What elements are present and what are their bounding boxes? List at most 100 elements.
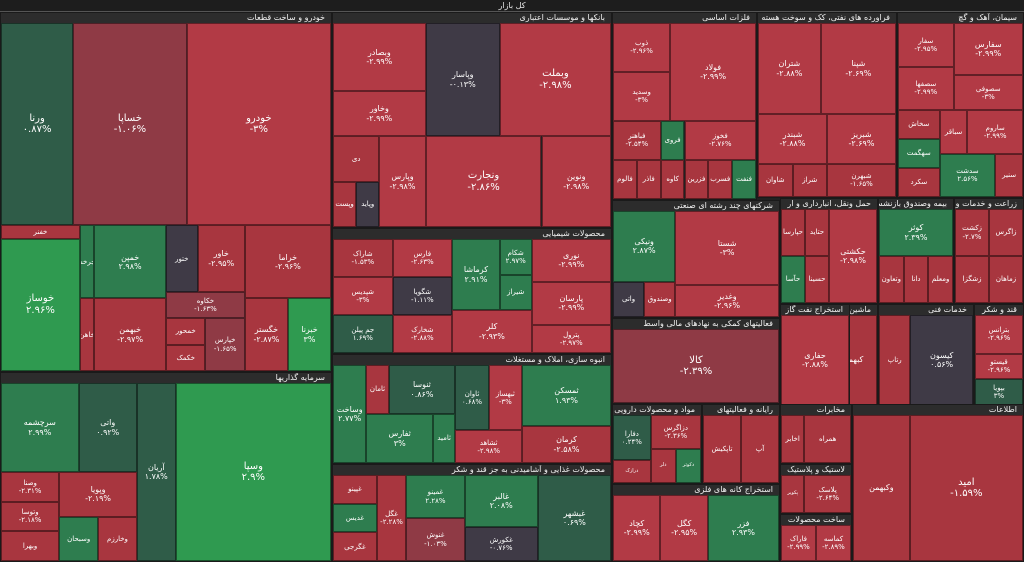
stock-tile[interactable]: زماهان	[989, 256, 1023, 303]
stock-tile[interactable]: دی	[333, 136, 380, 182]
stock-tile[interactable]: دلر	[650, 449, 676, 483]
stock-tile[interactable]: فخوز -۲.۷۶%	[684, 120, 756, 160]
stock-tile[interactable]: ثاوان ۰.۶۸%	[455, 365, 489, 431]
stock-tile[interactable]: حپارسا	[781, 209, 805, 256]
stock-tile[interactable]: فاذر	[636, 159, 661, 199]
stock-tile[interactable]: شبریز -۲.۶۹%	[827, 114, 896, 164]
stock-tile[interactable]: غبشهر ۰.۶۹%	[537, 475, 611, 561]
stock-tile[interactable]: نوری -۲.۹۹%	[531, 239, 611, 282]
stock-tile[interactable]: پارسان -۲.۹۹%	[531, 281, 611, 325]
stock-tile[interactable]: وخاور -۲.۹۹%	[333, 91, 426, 137]
stock-tile[interactable]: درازک	[613, 460, 651, 483]
stock-tile[interactable]: وصندوق	[644, 281, 676, 317]
stock-tile[interactable]: غپینو	[333, 475, 377, 504]
stock-tile[interactable]: شتران -۲.۸۸%	[758, 23, 821, 115]
stock-tile[interactable]: سفارس -۲.۹۹%	[953, 23, 1023, 76]
stock-tile[interactable]: فولاد -۲.۹۹%	[670, 23, 756, 121]
stock-tile[interactable]: زاگرس	[989, 209, 1023, 256]
stock-tile[interactable]: وخارزم	[98, 516, 137, 561]
stock-tile[interactable]: خمپن ۲.۹۸%	[94, 225, 166, 299]
stock-tile[interactable]: خکمک	[166, 344, 206, 371]
stock-tile[interactable]: دفارا ۰.۲۴%	[613, 415, 651, 461]
stock-tile[interactable]: فزر ۲.۹۳%	[707, 495, 779, 561]
stock-tile[interactable]: زکشت -۲.۷%	[955, 209, 989, 256]
stock-tile[interactable]: ختور	[166, 225, 198, 292]
stock-tile[interactable]: غالبر ۲.۰۸%	[464, 475, 538, 527]
stock-tile[interactable]: حفاری -۲.۸۸%	[781, 315, 849, 405]
stock-tile[interactable]: شراز	[792, 163, 827, 197]
stock-tile[interactable]: غگل -۲.۲۸%	[376, 475, 407, 561]
stock-tile[interactable]: واتی ۰.۹۲%	[78, 383, 137, 472]
stock-tile[interactable]: بپویا ۳%	[975, 379, 1023, 405]
stock-tile[interactable]: شخارک -۲.۸۸%	[392, 315, 453, 353]
stock-tile[interactable]: کرماشا ۲.۹۱%	[452, 239, 500, 311]
stock-tile[interactable]: سباقر	[939, 110, 968, 154]
stock-tile[interactable]: کچاد -۲.۹۹%	[613, 495, 661, 561]
stock-tile[interactable]: وصنا -۲.۳۱%	[1, 472, 60, 502]
stock-tile[interactable]: خچرخش	[79, 225, 95, 299]
stock-tile[interactable]: پترول -۲.۹۷%	[531, 324, 611, 353]
stock-tile[interactable]: ذوب -۲.۹۶%	[613, 23, 671, 72]
stock-tile[interactable]: واتی	[613, 281, 645, 317]
stock-tile[interactable]: وساخت ۲.۷۷%	[333, 365, 367, 463]
stock-tile[interactable]: کیسون ۰.۵۶%	[910, 315, 973, 405]
stock-tile[interactable]: سخاش	[898, 110, 940, 139]
stock-tile[interactable]: ونجارت -۲.۸۶%	[425, 136, 542, 227]
stock-tile[interactable]: جم پیلن ۱.۶۹%	[333, 315, 393, 353]
stock-tile[interactable]: فارس -۲.۶۳%	[392, 239, 453, 277]
stock-tile[interactable]: سدشت ۲.۵۶%	[939, 153, 996, 197]
stock-tile[interactable]: خبهمن -۲.۹۷%	[94, 298, 166, 371]
stock-tile[interactable]: خاهن	[79, 298, 95, 371]
stock-tile[interactable]: امید -۱.۵۹%	[909, 415, 1023, 561]
stock-tile[interactable]: غنوش -۱.۰۳%	[406, 518, 465, 561]
stock-tile[interactable]: وپارس -۲.۹۸%	[379, 136, 426, 227]
stock-tile[interactable]: حکشتی -۲.۹۸%	[829, 209, 877, 303]
stock-tile[interactable]: زشگزا	[955, 256, 989, 303]
stock-tile[interactable]: ثبهساز -۳%	[488, 365, 523, 431]
stock-tile[interactable]: وپاسار -۰.۱۳%	[425, 23, 500, 137]
stock-tile[interactable]: کگل -۲.۹۵%	[660, 495, 708, 561]
stock-tile[interactable]: شیراز	[499, 274, 532, 311]
stock-tile[interactable]: پلاسک -۲.۶۴%	[804, 475, 851, 513]
stock-tile[interactable]: کاوه	[660, 159, 685, 199]
stock-tile[interactable]: ثشاهد -۲.۹۸%	[455, 430, 523, 463]
stock-tile[interactable]: دزاگرس -۲.۳۶%	[650, 415, 701, 449]
stock-tile[interactable]: خاور -۲.۹۵%	[197, 225, 245, 292]
stock-tile[interactable]: فنفت	[732, 159, 756, 199]
stock-tile[interactable]: تاپکیش	[703, 415, 741, 483]
stock-tile[interactable]: وسبحان	[59, 516, 99, 561]
stock-tile[interactable]: خفنر	[1, 225, 80, 239]
stock-tile[interactable]: شبندر -۲.۸۸%	[758, 114, 827, 164]
stock-tile[interactable]: خپارس -۱.۶۵%	[205, 318, 245, 371]
stock-tile[interactable]: غدیس	[333, 503, 377, 533]
stock-tile[interactable]: رتاپ	[879, 315, 911, 405]
stock-tile[interactable]: حسینا	[805, 256, 829, 303]
stock-tile[interactable]: همراه	[804, 415, 851, 463]
stock-tile[interactable]: وسپا ۲.۹%	[175, 383, 331, 561]
stock-tile[interactable]: سصوفی -۳%	[953, 75, 1023, 110]
stock-tile[interactable]: سکرد	[898, 168, 940, 197]
stock-tile[interactable]: ثامید	[433, 414, 456, 463]
stock-tile[interactable]: سهگمت	[898, 139, 940, 168]
stock-tile[interactable]: خراما -۲.۹۶%	[244, 225, 331, 299]
stock-tile[interactable]: ونیکی ۲.۸۷%	[613, 211, 676, 282]
stock-tile[interactable]: سنیر	[995, 153, 1023, 197]
stock-tile[interactable]: سصفها -۲.۹۹%	[898, 66, 954, 110]
stock-tile[interactable]: اخابر	[781, 415, 805, 463]
stock-tile[interactable]: ونوین -۲.۹۸%	[541, 136, 611, 227]
stock-tile[interactable]: شاوان	[758, 163, 793, 197]
stock-tile[interactable]: ثامان	[366, 365, 389, 414]
stock-tile[interactable]: سرچشمه ۲.۹۹%	[1, 383, 79, 472]
stock-tile[interactable]: پکویر	[781, 475, 805, 513]
stock-tile[interactable]: وبصادر -۲.۹۹%	[333, 23, 426, 91]
stock-tile[interactable]: ساروم -۲.۹۹%	[967, 110, 1023, 154]
stock-tile[interactable]: خودرو -۳%	[186, 23, 331, 226]
stock-tile[interactable]: فالوم	[613, 159, 637, 199]
stock-tile[interactable]: وبهرا	[1, 531, 60, 561]
stock-tile[interactable]: ثمسکن ۱.۹۳%	[522, 365, 611, 427]
stock-tile[interactable]: شپنا -۲.۶۹%	[820, 23, 896, 115]
stock-tile[interactable]: خگستر -۲.۸۷%	[244, 298, 288, 371]
stock-tile[interactable]: خبرنا ۳%	[287, 298, 331, 371]
stock-tile[interactable]: وپویا -۲.۱۹%	[59, 472, 137, 517]
stock-tile[interactable]: خساپا -۱.۰۶%	[73, 23, 187, 226]
